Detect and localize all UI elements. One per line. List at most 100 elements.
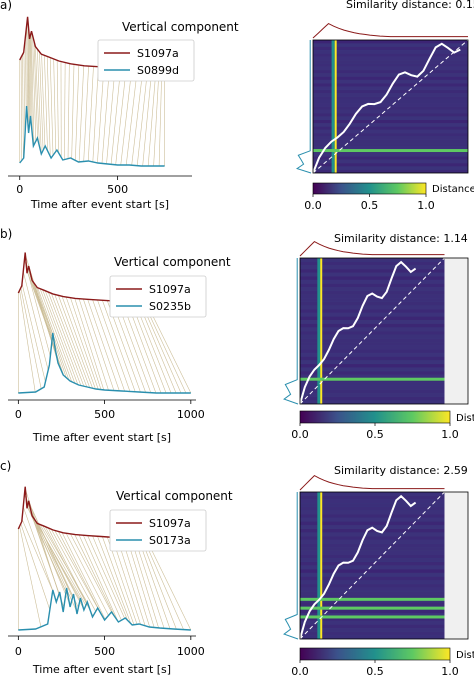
chart-title: Vertical component bbox=[122, 20, 239, 34]
warp-line bbox=[78, 65, 85, 162]
matrix-column-highlight bbox=[317, 492, 321, 639]
matrix-stripe bbox=[300, 514, 445, 518]
matrix-stripe bbox=[300, 569, 445, 574]
series-query-line bbox=[18, 587, 191, 631]
matrix-stripe bbox=[313, 89, 468, 94]
matrix-stripe bbox=[300, 396, 445, 401]
warp-path bbox=[312, 42, 461, 174]
matrix-frame bbox=[312, 39, 469, 174]
legend-label-reference: S1097a bbox=[149, 283, 191, 296]
matrix-stripe bbox=[313, 69, 468, 74]
warp-line bbox=[115, 68, 127, 165]
x-tick-label: 500 bbox=[107, 183, 128, 196]
matrix-stripe bbox=[300, 356, 445, 361]
warp-line bbox=[20, 523, 51, 610]
warp-line bbox=[37, 523, 85, 610]
matrix-stripe bbox=[300, 495, 445, 500]
warp-line bbox=[20, 287, 42, 389]
warp-line bbox=[74, 298, 105, 391]
colorbar-tick-label: 0.5 bbox=[366, 428, 384, 441]
legend-label-reference: S1097a bbox=[137, 47, 179, 60]
matrix-stripe bbox=[313, 109, 468, 114]
warp-line bbox=[33, 40, 38, 140]
warp-line bbox=[56, 60, 59, 153]
matrix-stripe bbox=[300, 616, 445, 621]
warp-line bbox=[147, 69, 157, 167]
x-ticks: 0 500 1000 bbox=[15, 636, 205, 658]
warp-line bbox=[125, 68, 138, 166]
matrix-diagonal bbox=[299, 257, 445, 405]
matrix-stripe bbox=[313, 106, 468, 111]
matrix-stripe bbox=[313, 99, 468, 104]
matrix-column-highlight bbox=[334, 40, 337, 173]
warp-line bbox=[145, 538, 192, 631]
warp-line bbox=[29, 37, 32, 123]
matrix-stripe bbox=[300, 532, 445, 537]
legend-label-query: S0235b bbox=[149, 300, 191, 313]
matrix-stripe bbox=[300, 492, 445, 496]
matrix-stripe bbox=[300, 305, 445, 310]
matrix-stripe bbox=[300, 583, 445, 588]
warp-line bbox=[97, 299, 131, 392]
matrix-stripe bbox=[313, 153, 468, 157]
legend: S1097a S0899d bbox=[97, 39, 195, 82]
warp-line bbox=[39, 524, 87, 606]
warp-line bbox=[44, 290, 82, 386]
warp-line bbox=[70, 297, 102, 390]
x-tick-label: 1000 bbox=[177, 645, 205, 658]
matrix-stripe bbox=[313, 126, 468, 130]
matrix-stripe bbox=[300, 327, 445, 332]
warp-line bbox=[31, 279, 65, 376]
matrix-stripe bbox=[300, 316, 445, 321]
matrix-stripe bbox=[313, 49, 468, 54]
colorbar-tick-label: 1.0 bbox=[441, 428, 459, 441]
warp-line bbox=[65, 533, 109, 616]
matrix-stripe bbox=[300, 510, 445, 515]
warp-line bbox=[110, 68, 121, 165]
matrix-diagonal bbox=[299, 491, 445, 640]
warp-line bbox=[121, 537, 150, 628]
warp-line bbox=[29, 504, 75, 600]
matrix-row-highlight bbox=[300, 606, 445, 610]
matrix-stripe bbox=[300, 334, 445, 339]
warp-line bbox=[31, 31, 35, 145]
warp-line bbox=[92, 535, 129, 621]
marginal-reference bbox=[299, 240, 445, 257]
x-tick-label: 0 bbox=[16, 183, 23, 196]
colorbar-tick-label: 1.0 bbox=[417, 199, 435, 212]
warp-line bbox=[33, 282, 67, 378]
matrix-stripe bbox=[300, 565, 445, 570]
panel-label: a) bbox=[0, 0, 12, 12]
matrix-stripe bbox=[300, 272, 445, 277]
x-tick-label: 500 bbox=[94, 645, 115, 658]
warp-line bbox=[22, 506, 57, 602]
similarity-distance-label: Similarity distance: 2.59 bbox=[334, 464, 468, 477]
x-tick-label: 1000 bbox=[177, 408, 205, 421]
matrix-stripe bbox=[300, 367, 445, 372]
warp-line bbox=[51, 293, 88, 387]
matrix-stripe bbox=[300, 309, 445, 313]
legend-label-query: S0173a bbox=[149, 534, 191, 547]
warp-line bbox=[134, 538, 165, 629]
warp-line bbox=[47, 527, 94, 617]
warp-line bbox=[70, 533, 113, 613]
matrix-stripe bbox=[300, 620, 445, 625]
warp-line bbox=[65, 296, 99, 390]
colorbar: 0.0 0.5 1.0 Distance bbox=[291, 410, 474, 441]
warp-line bbox=[54, 294, 91, 388]
colorbar-tick-label: 0.0 bbox=[291, 665, 309, 676]
warp-lines-c bbox=[18, 489, 192, 631]
warp-line bbox=[44, 55, 48, 151]
warp-line bbox=[102, 300, 136, 392]
x-axis-label: Time after event start [s] bbox=[32, 431, 171, 444]
matrix-stripe bbox=[313, 116, 468, 120]
matrix-stripe bbox=[313, 83, 468, 87]
matrix-column-highlight bbox=[317, 258, 321, 404]
legend-label-reference: S1097a bbox=[149, 517, 191, 530]
legend: S1097a S0173a bbox=[109, 509, 207, 552]
matrix-row-highlight bbox=[313, 149, 468, 153]
matrix-stripe bbox=[300, 298, 445, 302]
warp-line bbox=[42, 289, 79, 385]
matrix-stripe bbox=[300, 602, 445, 607]
matrix-stripe bbox=[300, 371, 445, 375]
